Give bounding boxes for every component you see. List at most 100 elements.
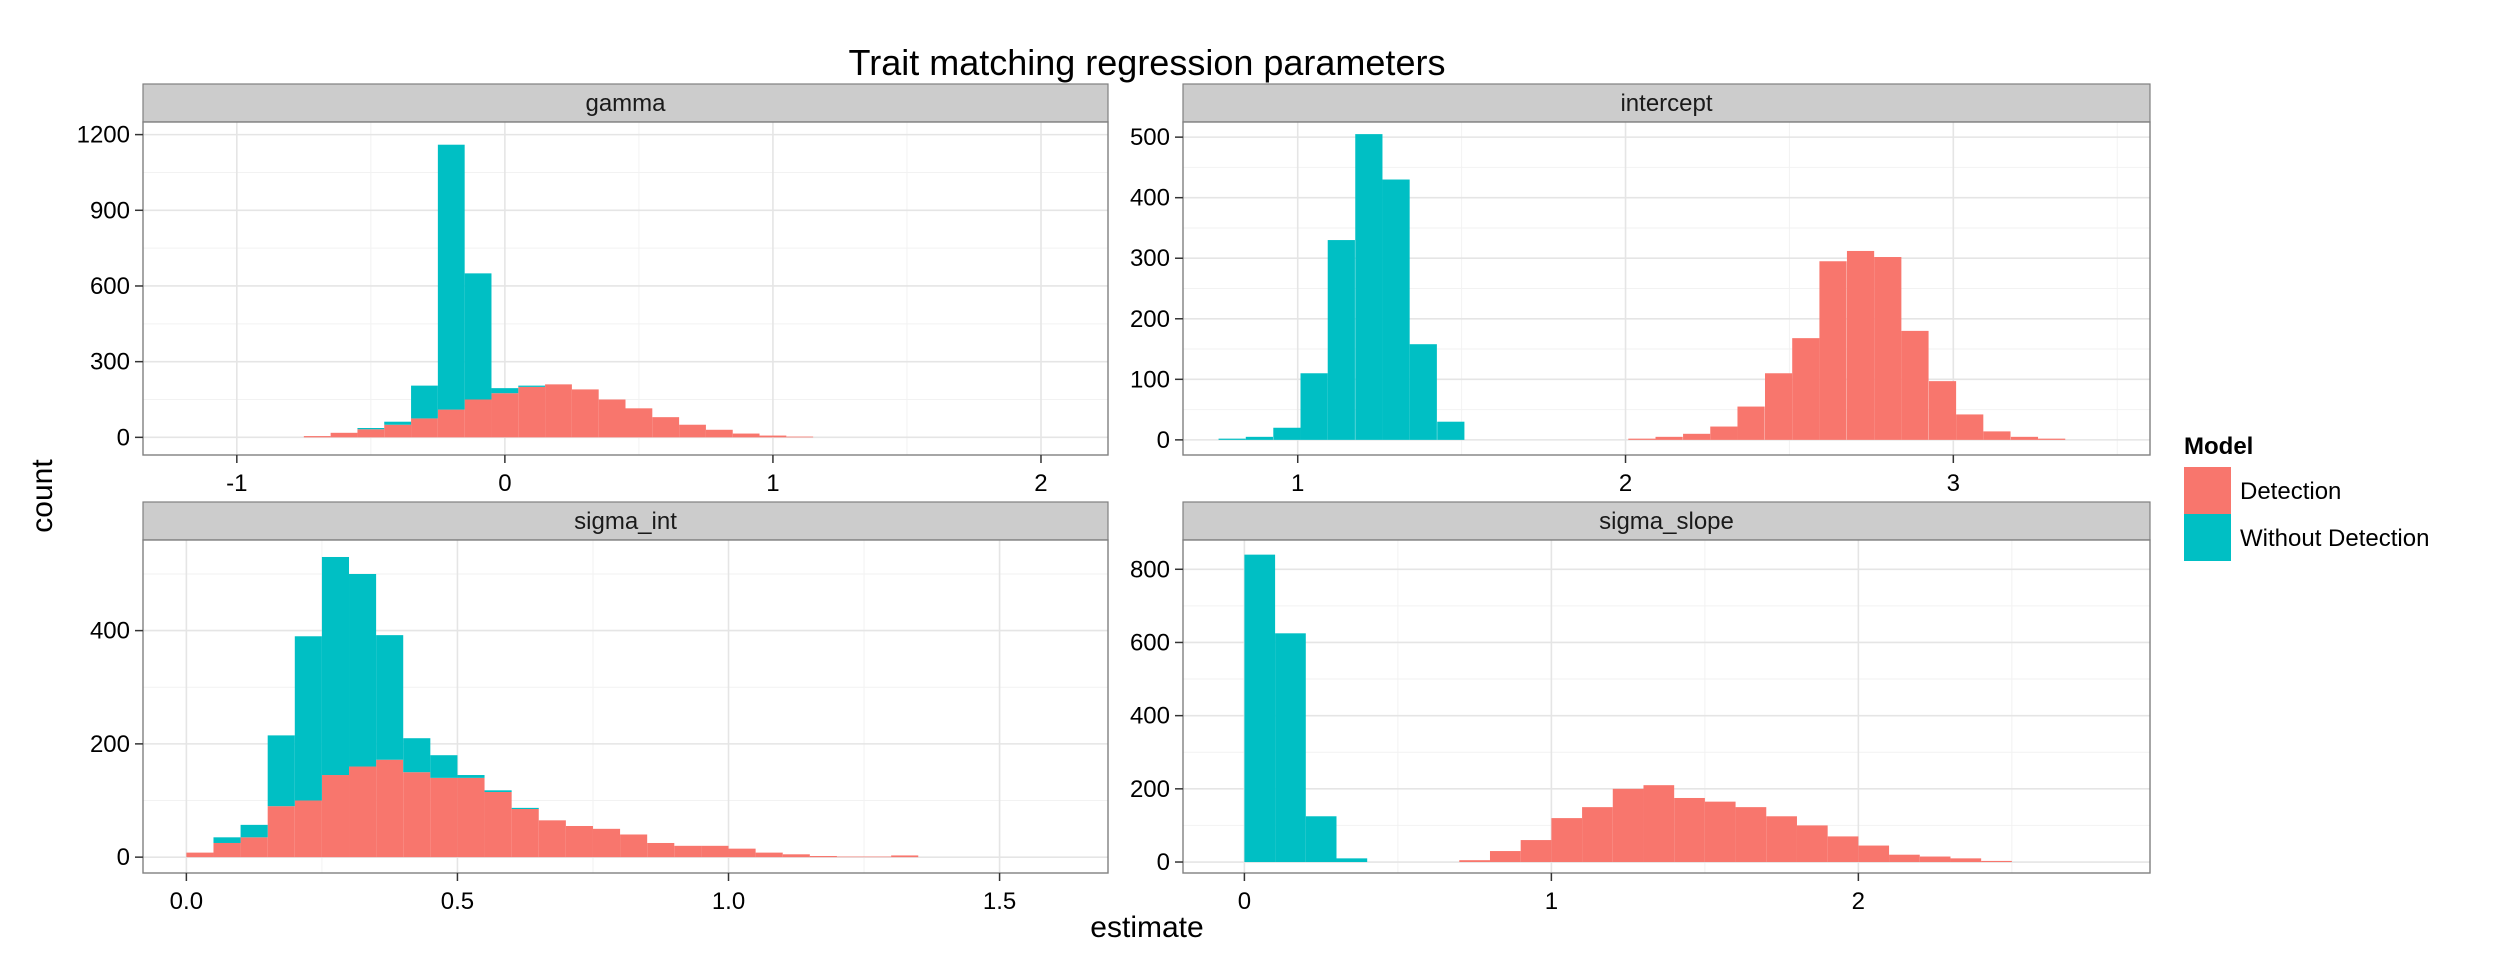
- bar-detection: [1858, 845, 1890, 863]
- bar-without-detection: [1336, 858, 1368, 863]
- bar-detection: [705, 429, 733, 438]
- x-tick-label: 1: [766, 470, 779, 497]
- y-tick-label: 0: [1157, 427, 1170, 454]
- x-tick-label: 1: [1291, 470, 1304, 497]
- bar-without-detection: [1409, 344, 1437, 440]
- y-axis-title: count: [26, 459, 59, 533]
- bars: [303, 144, 814, 438]
- x-tick-label: 1.0: [712, 888, 745, 915]
- bar-detection: [1819, 261, 1847, 440]
- bar-detection: [1928, 381, 1957, 440]
- bar-without-detection: [1382, 179, 1410, 440]
- bar-detection: [674, 845, 702, 858]
- bar-detection: [1846, 250, 1875, 440]
- bar-detection: [1983, 431, 2011, 440]
- bar-without-detection: [403, 738, 431, 773]
- bar-detection: [1612, 788, 1644, 863]
- bar-without-detection: [1275, 633, 1306, 863]
- bar-detection: [2010, 436, 2039, 440]
- legend-swatch: [2184, 514, 2231, 561]
- facet-strip-label: sigma_int: [574, 508, 677, 535]
- bar-detection: [1766, 816, 1797, 863]
- x-tick-label: -1: [226, 470, 247, 497]
- x-tick-label: 1.5: [983, 888, 1016, 915]
- bar-detection: [464, 399, 492, 438]
- bar-detection: [620, 834, 648, 858]
- panel-sigma_slope: sigma_slope 0 200 400 600 800 0 1 2: [1130, 501, 2151, 915]
- bar-detection: [565, 825, 593, 858]
- y-tick-label: 400: [90, 618, 130, 645]
- bar-without-detection: [240, 824, 268, 838]
- bar-detection: [732, 433, 760, 438]
- bar-without-detection: [1244, 554, 1276, 863]
- bar-without-detection: [518, 385, 546, 387]
- legend-swatch: [2184, 467, 2231, 514]
- bar-detection: [1655, 436, 1683, 440]
- y-tick-label: 200: [1130, 776, 1170, 803]
- x-tick-label: 0.0: [170, 888, 203, 915]
- bar-detection: [430, 777, 458, 858]
- bar-detection: [759, 435, 787, 438]
- y-tick-label: 500: [1130, 124, 1170, 151]
- bar-without-detection: [1305, 816, 1337, 863]
- panel-border: [142, 121, 1109, 456]
- bar-detection: [491, 393, 519, 438]
- bar-detection: [1874, 257, 1902, 440]
- bar-without-detection: [321, 556, 350, 776]
- bar-detection: [647, 842, 675, 858]
- bar-without-detection: [1355, 134, 1383, 440]
- bar-detection: [330, 432, 358, 438]
- bar-without-detection: [430, 755, 458, 778]
- bar-without-detection: [376, 635, 404, 760]
- x-tick-label: 2: [1034, 470, 1047, 497]
- facet-strip-label: intercept: [1620, 90, 1712, 117]
- bar-detection: [809, 856, 837, 858]
- bar-without-detection: [1218, 438, 1246, 440]
- facet-strip-label: sigma_slope: [1599, 508, 1734, 535]
- bars: [186, 556, 919, 858]
- bar-detection: [1981, 860, 2012, 863]
- bar-detection: [1792, 338, 1820, 440]
- axes: 0 200 400 0.0 0.5 1.0 1.5: [90, 618, 1016, 915]
- bar-detection: [518, 386, 546, 438]
- bar-detection: [384, 424, 412, 438]
- x-tick-label: 0: [1238, 888, 1251, 915]
- bar-detection: [679, 424, 706, 438]
- y-tick-label: 400: [1130, 703, 1170, 730]
- bar-without-detection: [1437, 421, 1465, 440]
- bar-detection: [213, 842, 241, 858]
- bar-detection: [186, 852, 214, 858]
- bar-detection: [782, 854, 810, 858]
- x-tick-label: 2: [1852, 888, 1865, 915]
- bar-detection: [1628, 438, 1656, 440]
- bar-without-detection: [437, 144, 465, 410]
- bar-detection: [2038, 438, 2066, 440]
- bar-detection: [571, 389, 599, 438]
- bar-without-detection: [457, 775, 485, 778]
- bar-detection: [357, 429, 385, 438]
- chart-title: Trait matching regression parameters: [849, 42, 1446, 83]
- bar-detection: [728, 848, 756, 858]
- y-tick-label: 1200: [77, 122, 130, 149]
- bar-detection: [1459, 860, 1490, 863]
- bar-detection: [545, 384, 572, 438]
- y-tick-label: 400: [1130, 185, 1170, 212]
- bar-detection: [598, 399, 626, 438]
- x-tick-label: 2: [1619, 470, 1632, 497]
- bar-without-detection: [484, 790, 512, 793]
- bar-detection: [1683, 433, 1711, 440]
- bar-detection: [511, 809, 539, 858]
- bar-detection: [411, 418, 438, 438]
- bar-without-detection: [411, 385, 438, 419]
- bar-detection: [403, 772, 431, 858]
- y-tick-label: 600: [90, 273, 130, 300]
- bar-detection: [1674, 797, 1705, 863]
- bar-detection: [538, 820, 566, 858]
- facet-strip-label: gamma: [585, 90, 666, 117]
- x-tick-label: 0: [498, 470, 511, 497]
- y-tick-label: 300: [1130, 245, 1170, 272]
- legend: Model Detection Without Detection: [2184, 433, 2429, 561]
- legend-label: Detection: [2240, 478, 2341, 505]
- y-tick-label: 600: [1130, 629, 1170, 656]
